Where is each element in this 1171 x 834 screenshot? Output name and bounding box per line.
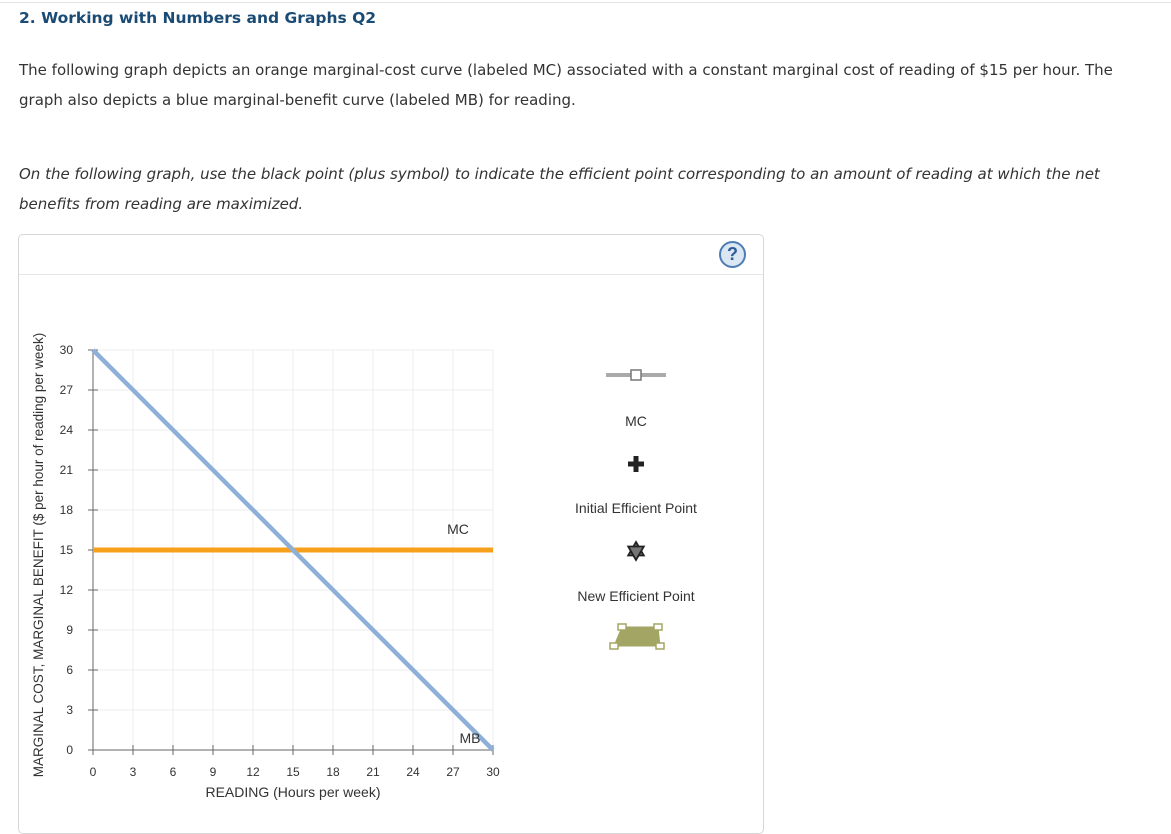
star-icon-inner [626,545,646,562]
y-tick-label: 27 [60,383,74,397]
palette-label-initial-efficient-point: Initial Efficient Point [575,500,697,516]
panel-header-divider [19,274,763,275]
vertex-handle-icon [617,623,627,631]
palette-label-new-efficient-point: New Efficient Point [577,588,694,604]
x-tick-label: 18 [326,765,340,779]
y-tick-label: 21 [60,463,74,477]
top-divider [0,2,1171,3]
y-tick-label: 12 [60,583,74,597]
x-tick-label: 21 [366,765,380,779]
series-lines: MC MB [91,348,495,752]
palette-label-mc: MC [625,413,647,429]
x-tick-label: 15 [286,765,300,779]
palette-item-area-tool[interactable] [609,623,665,650]
square-handle-icon [630,369,642,381]
x-tick-label: 12 [246,765,260,779]
palette-item-new-efficient-point[interactable]: New Efficient Point [577,540,695,604]
palette-item-initial-efficient-point[interactable]: Initial Efficient Point [575,456,697,516]
y-tick-label: 18 [60,503,74,517]
y-axis-label: MARGINAL COST, MARGINAL BENEFIT ($ per h… [31,333,46,777]
vertex-handle-icon [655,642,665,650]
help-button[interactable]: ? [719,241,746,268]
y-tick-label: 15 [60,543,74,557]
tool-palette: MC Initial Efficient Point New Efficient P… [575,369,697,650]
x-tick-label: 6 [170,765,177,779]
axes: 0 3 6 9 12 15 18 21 24 27 30 0 3 6 9 12 15 18 21 24 27 30 [60,343,500,779]
question-intro-text: The following graph depicts an orange ma… [19,61,1113,109]
mc-curve-label: MC [447,521,469,537]
x-tick-label: 24 [406,765,420,779]
palette-item-mc[interactable]: MC [606,369,666,429]
axis-labels: READING (Hours per week) MARGINAL COST, M… [31,333,381,800]
x-tick-label: 27 [446,765,460,779]
mb-curve[interactable] [91,348,495,752]
y-tick-label: 9 [66,623,73,637]
x-tick-label: 3 [130,765,137,779]
y-tick-label: 6 [66,663,73,677]
x-axis-label: READING (Hours per week) [205,784,380,800]
x-tick-label: 30 [486,765,500,779]
y-tick-label: 3 [66,703,73,717]
y-tick-label: 30 [60,343,74,357]
question-instruction-text: On the following graph, use the black po… [19,165,1100,213]
y-tick-label: 0 [66,743,73,757]
question-title: 2. Working with Numbers and Graphs Q2 [19,9,377,27]
plus-icon [628,456,644,472]
x-tick-label: 0 [90,765,97,779]
mb-curve-label: MB [460,730,481,746]
y-tick-label: 24 [60,423,74,437]
vertex-handle-icon [653,623,663,631]
x-tick-label: 9 [210,765,217,779]
vertex-handle-icon [609,642,619,650]
